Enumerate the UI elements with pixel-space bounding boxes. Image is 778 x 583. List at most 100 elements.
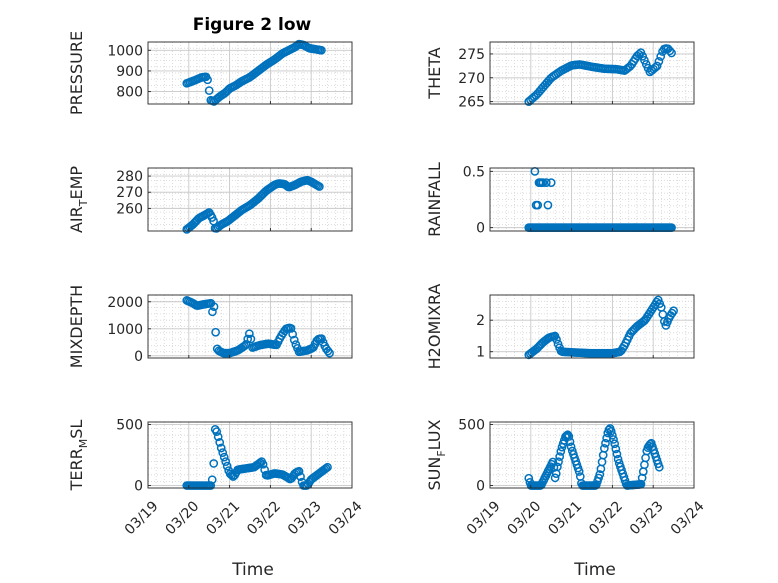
data-point	[556, 447, 566, 456]
x-axis-label: Time	[231, 560, 274, 580]
data-point	[543, 200, 553, 210]
data-point	[325, 348, 334, 358]
minor-grid	[148, 295, 352, 358]
data-point	[321, 463, 331, 473]
axes-box	[147, 167, 353, 232]
data-point	[243, 334, 253, 344]
panel-rainfall: 0 0.5 RAINFALL	[425, 162, 695, 237]
minor-grid	[490, 168, 694, 231]
figure-title: Figure 2 low	[193, 15, 312, 35]
data-point	[315, 182, 324, 191]
y-tick-label: 2000	[107, 295, 143, 311]
data-point	[555, 452, 565, 461]
panel-sun_flux: 0 500 03/19 03/20 03/21 03/22 03/23 03/24 Time SU…	[425, 417, 708, 580]
y-axis-label: H2OMIXRA	[425, 284, 444, 370]
data-point	[654, 462, 664, 472]
data-point	[207, 475, 217, 485]
y-tick-label: 0	[476, 221, 485, 237]
x-tick-label: 03/24	[326, 498, 366, 538]
y-axis-label: RAINFALL	[425, 162, 444, 237]
x-tick-label: 03/20	[505, 498, 545, 538]
minor-grid	[148, 42, 352, 104]
data-point	[667, 48, 676, 58]
minor-grid	[148, 168, 352, 231]
y-tick-label: 500	[458, 417, 485, 433]
data-point	[601, 438, 610, 448]
minor-grid	[148, 422, 352, 488]
y-tick-label: 280	[116, 169, 143, 185]
x-tick-label: 03/20	[163, 498, 203, 538]
x-tick-label: 03/23	[627, 498, 667, 538]
y-axis-label: MIXDEPTH	[67, 285, 86, 368]
data-series	[524, 295, 678, 360]
data-point	[552, 335, 561, 344]
x-tick-label: 03/23	[285, 498, 325, 538]
data-point	[209, 459, 219, 468]
data-point	[612, 449, 622, 459]
data-point	[219, 452, 229, 462]
data-point	[548, 457, 558, 467]
data-point	[561, 432, 570, 442]
data-point	[288, 329, 298, 339]
data-point	[546, 178, 556, 187]
data-point	[533, 200, 543, 210]
panel-mixdepth: 0 1000 2000 MIXDEPTH	[67, 285, 353, 368]
y-axis-label: PRESSURE	[67, 31, 86, 115]
x-tick-label: 03/22	[586, 498, 626, 538]
y-axis-label: AIRTEMP	[67, 166, 90, 233]
y-axis-label: THETA	[425, 47, 444, 99]
major-grid	[490, 422, 694, 488]
data-series	[524, 44, 676, 106]
data-series	[182, 296, 334, 358]
data-point	[550, 473, 560, 483]
data-point	[216, 443, 226, 453]
data-point	[610, 439, 620, 449]
data-point	[296, 472, 305, 482]
x-tick-label: 03/19	[464, 498, 504, 538]
data-point	[595, 470, 605, 479]
data-point	[286, 324, 296, 333]
axes-box	[147, 41, 353, 105]
axes-box	[147, 421, 353, 489]
data-point	[227, 470, 237, 480]
data-point	[323, 346, 333, 356]
axes-box	[489, 41, 695, 105]
y-tick-label: 0	[134, 349, 143, 365]
data-point	[611, 444, 621, 454]
y-tick-label: 270	[116, 185, 143, 201]
data-point	[524, 473, 534, 483]
x-tick-label: 03/19	[122, 498, 162, 538]
x-tick-label: 03/21	[545, 498, 585, 538]
data-point	[665, 46, 675, 56]
data-point	[221, 457, 231, 466]
y-tick-label: 1000	[107, 43, 143, 59]
data-point	[204, 86, 214, 95]
data-point	[574, 467, 584, 476]
major-grid	[490, 295, 694, 358]
data-point	[289, 335, 299, 345]
x-tick-label: 03/22	[244, 498, 284, 538]
axes-box	[489, 421, 695, 489]
y-tick-label: 0.5	[463, 164, 485, 180]
data-point	[211, 327, 220, 337]
data-point	[554, 457, 563, 467]
panel-terr_msl: 0 500 03/19 03/20 03/21 03/22 03/23 03/24 Time TE…	[67, 417, 366, 580]
y-tick-label: 1	[476, 345, 485, 361]
y-tick-label: 275	[458, 47, 485, 63]
data-point	[650, 63, 660, 72]
data-point	[564, 432, 574, 441]
data-point	[613, 454, 623, 464]
data-point	[638, 51, 647, 61]
data-point	[258, 459, 268, 469]
y-tick-label: 265	[458, 95, 485, 111]
data-point	[600, 444, 609, 453]
data-point	[209, 302, 219, 312]
data-point	[246, 334, 256, 344]
data-point	[669, 306, 678, 316]
data-point	[203, 75, 212, 85]
y-tick-label: 260	[116, 201, 143, 217]
data-series	[182, 39, 326, 106]
panel-pressure: 800 900 1000 PRESSURE	[67, 31, 353, 115]
x-tick-label: 03/21	[203, 498, 243, 538]
x-axis-label: Time	[573, 560, 616, 580]
